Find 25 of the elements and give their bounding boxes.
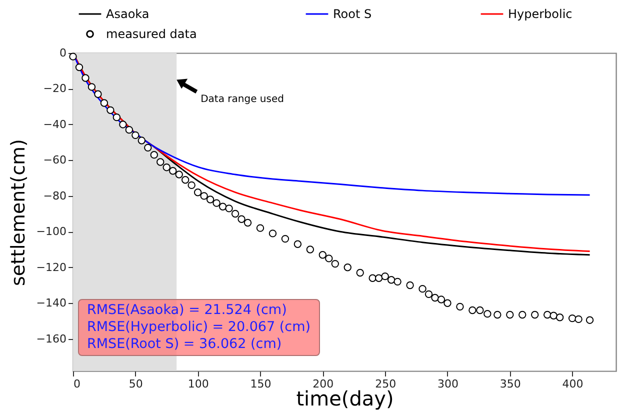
- y-tick-label: −60: [43, 154, 66, 167]
- y-tick-label: −100: [36, 225, 66, 238]
- y-tick-label: −140: [36, 296, 66, 310]
- y-tick-label: 0: [60, 46, 66, 60]
- legend-label: Root S: [333, 7, 372, 21]
- y-tick-label: −160: [36, 332, 66, 346]
- annotation: RMSE(Root S) = 36.062 (cm): [87, 336, 283, 353]
- y-tick-label: −80: [43, 189, 66, 202]
- legend-label: Asaoka: [106, 7, 150, 21]
- y-axis-title: settlement(cm): [7, 139, 30, 286]
- legend-label: measured data: [106, 27, 197, 41]
- annotation: RMSE(Hyperbolic) = 20.067 (cm): [87, 319, 311, 336]
- x-tick-label: 350: [500, 378, 521, 390]
- x-tick-label: 50: [128, 378, 143, 390]
- annotation: RMSE(Asaoka) = 21.524 (cm): [87, 302, 288, 319]
- x-tick-label: 0: [74, 378, 80, 390]
- legend-label: Hyperbolic: [508, 7, 572, 21]
- y-tick-label: −20: [43, 82, 66, 96]
- y-tick-label: −40: [43, 118, 66, 131]
- x-tick-label: 400: [562, 378, 584, 390]
- x-tick-label: 150: [250, 378, 272, 390]
- annotation: Data range used: [200, 94, 284, 105]
- x-tick-label: 300: [437, 378, 458, 390]
- x-tick-label: 100: [188, 378, 209, 390]
- y-tick-label: −120: [36, 260, 66, 274]
